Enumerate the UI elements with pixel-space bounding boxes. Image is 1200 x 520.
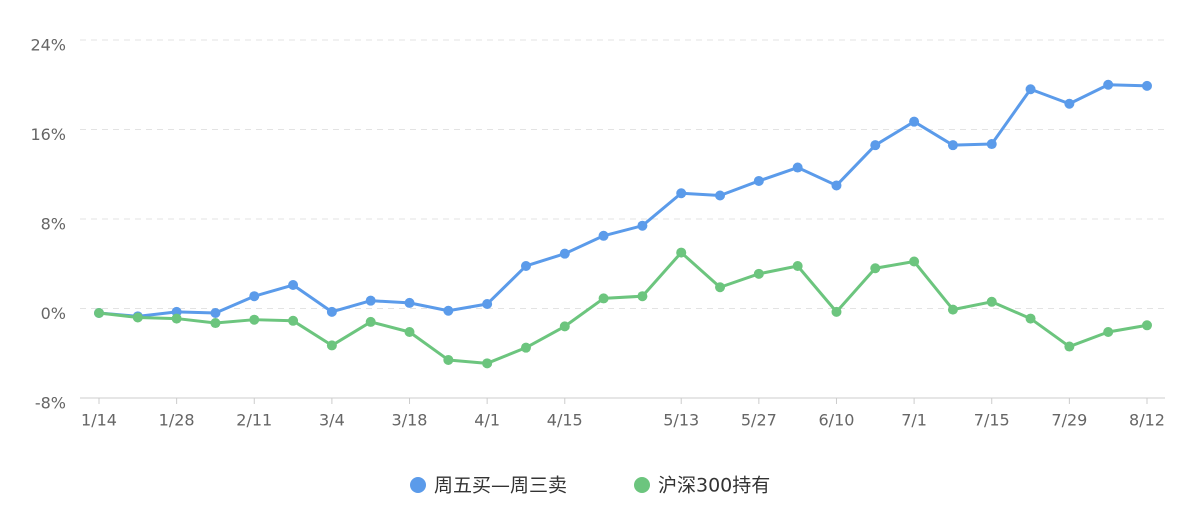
- legend: 周五买—周三卖 沪深300持有: [410, 475, 770, 497]
- data-point: [1025, 313, 1036, 324]
- x-tick-label: 7/29: [1051, 411, 1087, 430]
- legend-label: 沪深300持有: [658, 475, 770, 497]
- data-point: [482, 299, 493, 310]
- data-point: [598, 230, 609, 241]
- data-point: [676, 188, 687, 199]
- x-tick-label: 2/11: [236, 411, 272, 430]
- data-point: [909, 116, 920, 127]
- data-point: [870, 263, 881, 274]
- data-point: [792, 162, 803, 173]
- legend-marker: [410, 477, 426, 493]
- data-point: [715, 282, 726, 293]
- data-point: [947, 140, 958, 151]
- x-tick-label: 6/10: [819, 411, 855, 430]
- data-point: [598, 293, 609, 304]
- data-point: [443, 354, 454, 365]
- data-point: [637, 220, 648, 231]
- data-point: [1103, 326, 1114, 337]
- x-tick-label: 5/27: [741, 411, 777, 430]
- data-point: [676, 247, 687, 258]
- x-tick-label: 3/18: [392, 411, 428, 430]
- data-point: [831, 180, 842, 191]
- x-tick-label: 1/28: [159, 411, 195, 430]
- data-point: [132, 312, 143, 323]
- data-point: [1064, 98, 1075, 109]
- x-tick-label: 8/12: [1129, 411, 1165, 430]
- data-point: [1142, 320, 1152, 331]
- data-point: [288, 315, 299, 326]
- data-point: [404, 297, 415, 308]
- x-tick-label: 7/1: [901, 411, 927, 430]
- data-point: [947, 304, 958, 315]
- data-point: [753, 268, 764, 279]
- data-point: [249, 291, 260, 302]
- data-point: [559, 248, 570, 259]
- series-line: [98, 83, 1148, 318]
- data-point: [288, 280, 299, 291]
- legend-label: 周五买—周三卖: [434, 475, 567, 497]
- data-point: [210, 307, 221, 318]
- data-point: [792, 260, 803, 271]
- data-point: [1142, 80, 1152, 91]
- x-tick-label: 4/15: [547, 411, 583, 430]
- data-point: [1025, 84, 1036, 95]
- data-point: [909, 256, 920, 267]
- data-point: [210, 318, 221, 329]
- data-point: [365, 295, 376, 306]
- series-line: [98, 251, 1148, 365]
- data-point: [520, 260, 531, 271]
- x-tick-label: 5/13: [663, 411, 699, 430]
- data-point: [326, 340, 337, 351]
- x-tick-label: 4/1: [474, 411, 500, 430]
- data-point: [94, 307, 104, 318]
- data-point: [986, 296, 997, 307]
- x-tick-label: 3/4: [319, 411, 345, 430]
- data-point: [1103, 79, 1114, 90]
- x-tick-label: 1/14: [81, 411, 117, 430]
- data-point: [365, 316, 376, 327]
- x-tick-label: 7/15: [974, 411, 1010, 430]
- y-tick-label: 0%: [41, 304, 66, 323]
- data-point: [404, 326, 415, 337]
- data-point: [715, 190, 726, 201]
- data-point: [520, 342, 531, 353]
- y-tick-label: -8%: [35, 394, 66, 413]
- data-point: [559, 321, 570, 332]
- data-point: [637, 291, 648, 302]
- legend-marker: [634, 477, 650, 493]
- data-point: [870, 140, 881, 151]
- data-point: [443, 305, 454, 316]
- y-tick-label: 24%: [30, 36, 66, 55]
- data-point: [986, 139, 997, 150]
- data-point: [1064, 341, 1075, 352]
- data-point: [171, 313, 182, 324]
- y-tick-label: 8%: [41, 215, 66, 234]
- data-point: [753, 175, 764, 186]
- y-tick-label: 16%: [30, 125, 66, 144]
- data-point: [482, 358, 493, 369]
- data-point: [249, 314, 260, 325]
- data-point: [831, 306, 842, 317]
- data-point: [326, 306, 337, 317]
